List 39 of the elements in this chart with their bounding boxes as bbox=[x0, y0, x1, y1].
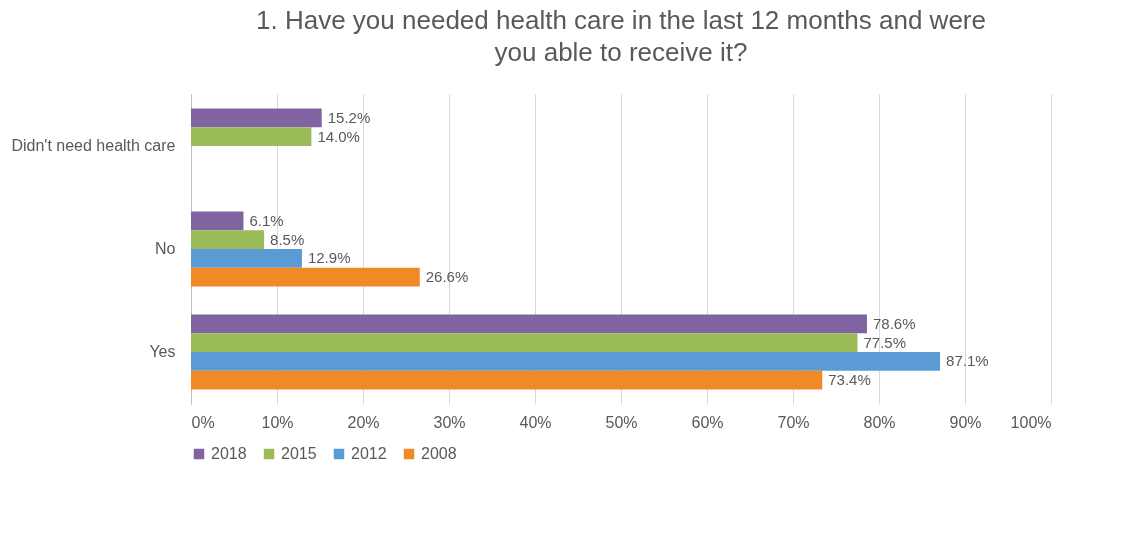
data-label: 6.1% bbox=[249, 211, 284, 229]
y-tick-label: Yes bbox=[149, 342, 176, 360]
data-label: 26.6% bbox=[425, 268, 469, 286]
legend-label: 2012 bbox=[351, 445, 387, 462]
x-tick-label: 10% bbox=[261, 413, 294, 431]
data-label: 12.9% bbox=[307, 249, 351, 267]
x-tick-label: 50% bbox=[605, 413, 638, 431]
x-tick-label: 90% bbox=[949, 413, 982, 431]
x-tick-label: 70% bbox=[777, 413, 810, 431]
data-label: 78.6% bbox=[872, 314, 916, 332]
x-tick-label: 40% bbox=[519, 413, 552, 431]
bar bbox=[191, 314, 867, 334]
chart-title: 1. Have you needed health care in the last 12 months and were you able to receive it? bbox=[256, 5, 986, 67]
bar bbox=[191, 230, 265, 249]
y-tick-label: Didn't need health care bbox=[11, 137, 176, 155]
y-tick-label: No bbox=[155, 240, 176, 257]
bar bbox=[191, 370, 823, 390]
x-tick-label: 20% bbox=[347, 413, 380, 431]
data-label: 8.5% bbox=[270, 230, 305, 248]
bar bbox=[191, 127, 312, 147]
x-tick-label: 60% bbox=[691, 413, 724, 431]
legend-label: 2008 bbox=[421, 445, 457, 462]
data-label: 87.1% bbox=[946, 352, 989, 370]
bar bbox=[191, 333, 858, 352]
legend-label: 2015 bbox=[281, 445, 317, 462]
x-tick-label: 100% bbox=[1010, 413, 1052, 431]
bar bbox=[191, 108, 322, 128]
data-label: 14.0% bbox=[317, 127, 360, 145]
bar bbox=[191, 249, 302, 268]
bar bbox=[191, 267, 420, 287]
data-label: 73.4% bbox=[828, 371, 871, 389]
bar bbox=[191, 351, 941, 371]
x-tick-label: 0% bbox=[191, 413, 215, 431]
x-tick-label: 30% bbox=[433, 413, 466, 431]
data-label: 15.2% bbox=[327, 108, 371, 126]
data-label: 77.5% bbox=[863, 333, 907, 351]
x-tick-label: 80% bbox=[863, 413, 896, 431]
legend-label: 2018 bbox=[211, 445, 247, 462]
bar bbox=[191, 211, 244, 231]
